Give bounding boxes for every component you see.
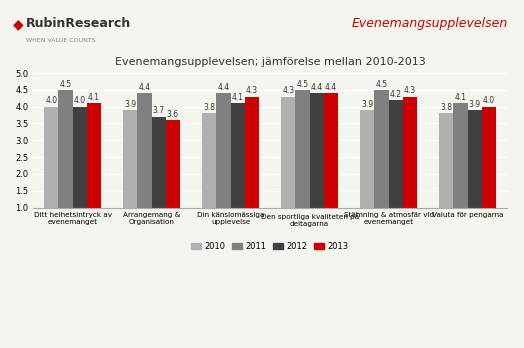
Bar <box>374 90 389 241</box>
Text: 4.1: 4.1 <box>454 93 466 102</box>
Bar <box>166 120 180 241</box>
Text: 3.9: 3.9 <box>468 100 481 109</box>
Bar <box>137 93 151 241</box>
Bar <box>87 103 101 241</box>
Text: 4.5: 4.5 <box>59 80 72 88</box>
Text: 4.1: 4.1 <box>232 93 244 102</box>
Text: 3.9: 3.9 <box>361 100 373 109</box>
Bar <box>296 90 310 241</box>
Bar <box>245 97 259 241</box>
Bar <box>44 107 58 241</box>
Text: WHEN VALUE COUNTS: WHEN VALUE COUNTS <box>26 38 96 43</box>
Bar <box>58 90 73 241</box>
Text: 3.6: 3.6 <box>167 110 179 119</box>
Text: 4.4: 4.4 <box>217 83 230 92</box>
Text: 3.9: 3.9 <box>124 100 136 109</box>
Bar <box>389 100 403 241</box>
Text: 3.7: 3.7 <box>152 106 165 116</box>
Legend: 2010, 2011, 2012, 2013: 2010, 2011, 2012, 2013 <box>188 239 352 254</box>
Text: 4.1: 4.1 <box>88 93 100 102</box>
Bar <box>151 117 166 241</box>
Text: 4.0: 4.0 <box>45 96 57 105</box>
Text: 4.0: 4.0 <box>483 96 495 105</box>
Text: 4.0: 4.0 <box>74 96 86 105</box>
Text: 4.4: 4.4 <box>325 83 337 92</box>
Text: ◆: ◆ <box>13 17 24 31</box>
Text: 4.4: 4.4 <box>138 83 150 92</box>
Bar <box>216 93 231 241</box>
Bar <box>324 93 338 241</box>
Text: 4.3: 4.3 <box>404 86 416 95</box>
Text: 3.8: 3.8 <box>440 103 452 112</box>
Bar <box>231 103 245 241</box>
Bar <box>482 107 496 241</box>
Bar <box>360 110 374 241</box>
Title: Evenemangsupplevelsen; jämförelse mellan 2010-2013: Evenemangsupplevelsen; jämförelse mellan… <box>115 57 425 67</box>
Text: 4.3: 4.3 <box>246 86 258 95</box>
Text: Evenemangsupplevelsen: Evenemangsupplevelsen <box>352 17 508 30</box>
Text: 4.2: 4.2 <box>390 90 402 98</box>
Bar <box>439 113 453 241</box>
Bar <box>281 97 296 241</box>
Bar <box>453 103 467 241</box>
Bar <box>467 110 482 241</box>
Text: 3.8: 3.8 <box>203 103 215 112</box>
Text: 4.3: 4.3 <box>282 86 294 95</box>
Text: 4.4: 4.4 <box>311 83 323 92</box>
Text: RubinResearch: RubinResearch <box>26 17 132 30</box>
Bar <box>202 113 216 241</box>
Text: 4.5: 4.5 <box>375 80 388 88</box>
Bar <box>123 110 137 241</box>
Text: 4.5: 4.5 <box>297 80 309 88</box>
Bar <box>310 93 324 241</box>
Bar <box>73 107 87 241</box>
Bar <box>403 97 417 241</box>
